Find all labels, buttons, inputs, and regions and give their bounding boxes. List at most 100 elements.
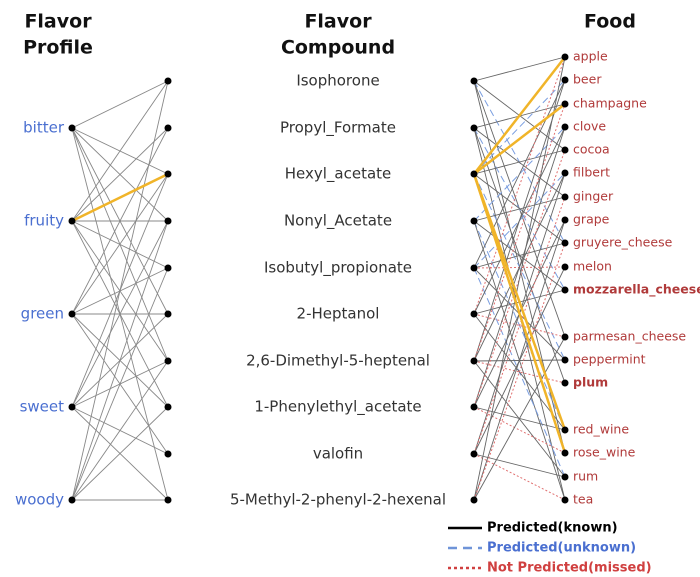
node bbox=[164, 170, 172, 178]
edge-missed bbox=[473, 453, 566, 501]
food-label: red_wine bbox=[573, 422, 629, 437]
edge bbox=[473, 313, 566, 431]
compound-label: Hexyl_acetate bbox=[285, 165, 392, 184]
highlight-edge bbox=[472, 173, 567, 454]
node bbox=[561, 239, 569, 247]
edge bbox=[71, 127, 169, 315]
profile-label: sweet bbox=[20, 398, 65, 416]
node bbox=[561, 473, 569, 481]
compound-label: 5-Methyl-2-phenyl-2-hexenal bbox=[230, 491, 446, 509]
edge bbox=[473, 56, 566, 82]
edge bbox=[473, 79, 566, 269]
node bbox=[470, 496, 478, 504]
node bbox=[164, 357, 172, 365]
profile-label: woody bbox=[15, 491, 64, 509]
node bbox=[470, 217, 478, 225]
food-label: gruyere_cheese bbox=[573, 235, 673, 250]
edge bbox=[71, 360, 169, 501]
node bbox=[561, 449, 569, 457]
node bbox=[68, 310, 76, 318]
edge bbox=[71, 220, 169, 501]
node bbox=[561, 76, 569, 84]
highlight-edge bbox=[71, 172, 169, 223]
node bbox=[68, 403, 76, 411]
column-header: Flavor bbox=[304, 11, 372, 33]
compound-label: Isobutyl_propionate bbox=[264, 259, 412, 278]
food-label: cocoa bbox=[573, 142, 610, 157]
node bbox=[470, 124, 478, 132]
node bbox=[561, 169, 569, 177]
food-label: plum bbox=[573, 375, 608, 390]
node bbox=[470, 403, 478, 411]
edge-missed bbox=[473, 56, 566, 315]
food-label: rose_wine bbox=[573, 445, 636, 460]
column-header: Profile bbox=[23, 37, 93, 59]
node bbox=[561, 100, 569, 108]
edge bbox=[473, 219, 566, 501]
node bbox=[561, 333, 569, 341]
node bbox=[164, 264, 172, 272]
food-label: mozzarella_cheese bbox=[573, 282, 700, 298]
node bbox=[470, 264, 478, 272]
food-label: clove bbox=[573, 119, 606, 134]
food-label: champagne bbox=[573, 96, 647, 111]
food-label: peppermint bbox=[573, 352, 646, 367]
edge-missed bbox=[473, 196, 566, 455]
compound-label: 2-Heptanol bbox=[297, 305, 380, 323]
profile-label: fruity bbox=[24, 212, 64, 230]
food-label: melon bbox=[573, 259, 612, 274]
highlight-edge bbox=[473, 56, 566, 175]
edge bbox=[473, 173, 566, 244]
node bbox=[164, 77, 172, 85]
node bbox=[164, 496, 172, 504]
edge bbox=[473, 127, 566, 198]
compound-label: 1-Phenylethyl_acetate bbox=[254, 398, 421, 417]
node bbox=[561, 379, 569, 387]
edge bbox=[71, 173, 169, 315]
edge bbox=[473, 79, 566, 362]
node bbox=[164, 124, 172, 132]
column-header: Flavor bbox=[24, 11, 92, 33]
node bbox=[470, 357, 478, 365]
edge bbox=[71, 80, 169, 222]
column-header: Compound bbox=[281, 37, 395, 59]
legend-label: Predicted(unknown) bbox=[487, 541, 636, 556]
node bbox=[164, 310, 172, 318]
edge bbox=[71, 406, 169, 501]
node bbox=[561, 216, 569, 224]
node bbox=[561, 146, 569, 154]
node bbox=[470, 310, 478, 318]
edge bbox=[71, 127, 169, 222]
foreground: Flavor Profile Flavor Compound Food bitter fru… bbox=[15, 11, 700, 576]
edge bbox=[71, 267, 169, 501]
node bbox=[470, 450, 478, 458]
food-label: ginger bbox=[573, 189, 614, 204]
node bbox=[561, 53, 569, 61]
node bbox=[68, 496, 76, 504]
food-label: parmesan_cheese bbox=[573, 329, 686, 344]
node bbox=[164, 217, 172, 225]
highlight-edges bbox=[71, 56, 567, 454]
compound-label: 2,6-Dimethyl-5-heptenal bbox=[246, 352, 430, 370]
legend-label: Predicted(known) bbox=[487, 521, 618, 536]
node bbox=[561, 263, 569, 271]
compound-label: Propyl_Formate bbox=[280, 119, 396, 138]
food-label: tea bbox=[573, 492, 593, 507]
column-header: Food bbox=[584, 11, 636, 33]
profile-label: green bbox=[21, 305, 64, 323]
edge bbox=[473, 149, 566, 175]
edge bbox=[71, 80, 169, 129]
node bbox=[561, 193, 569, 201]
food-label: grape bbox=[573, 212, 610, 227]
node bbox=[561, 496, 569, 504]
food-label: filbert bbox=[573, 165, 610, 180]
edge bbox=[473, 126, 566, 408]
highlight-edge bbox=[473, 103, 566, 175]
compound-label: Nonyl_Acetate bbox=[284, 212, 392, 231]
legend-label: Not Predicted(missed) bbox=[487, 561, 652, 576]
profile-label: bitter bbox=[23, 119, 65, 137]
compound-label: Isophorone bbox=[296, 72, 379, 90]
edge-missed bbox=[473, 242, 566, 501]
node bbox=[68, 124, 76, 132]
